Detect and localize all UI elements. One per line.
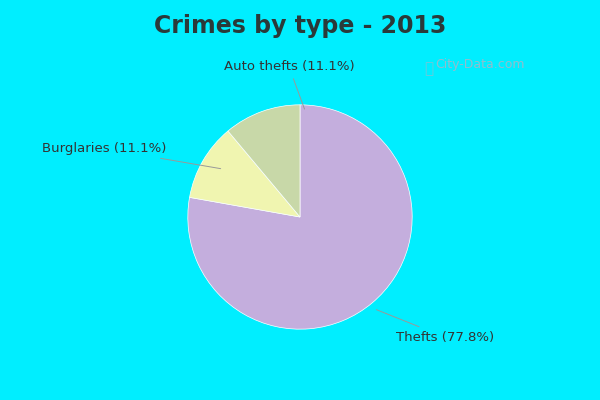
Wedge shape: [188, 105, 412, 329]
Wedge shape: [190, 131, 300, 217]
Text: Thefts (77.8%): Thefts (77.8%): [376, 310, 494, 344]
Text: Burglaries (11.1%): Burglaries (11.1%): [41, 142, 221, 169]
Text: Crimes by type - 2013: Crimes by type - 2013: [154, 14, 446, 38]
Text: ⓘ: ⓘ: [424, 61, 434, 76]
Text: City-Data.com: City-Data.com: [435, 58, 525, 71]
Wedge shape: [228, 105, 300, 217]
Text: Auto thefts (11.1%): Auto thefts (11.1%): [224, 60, 355, 109]
